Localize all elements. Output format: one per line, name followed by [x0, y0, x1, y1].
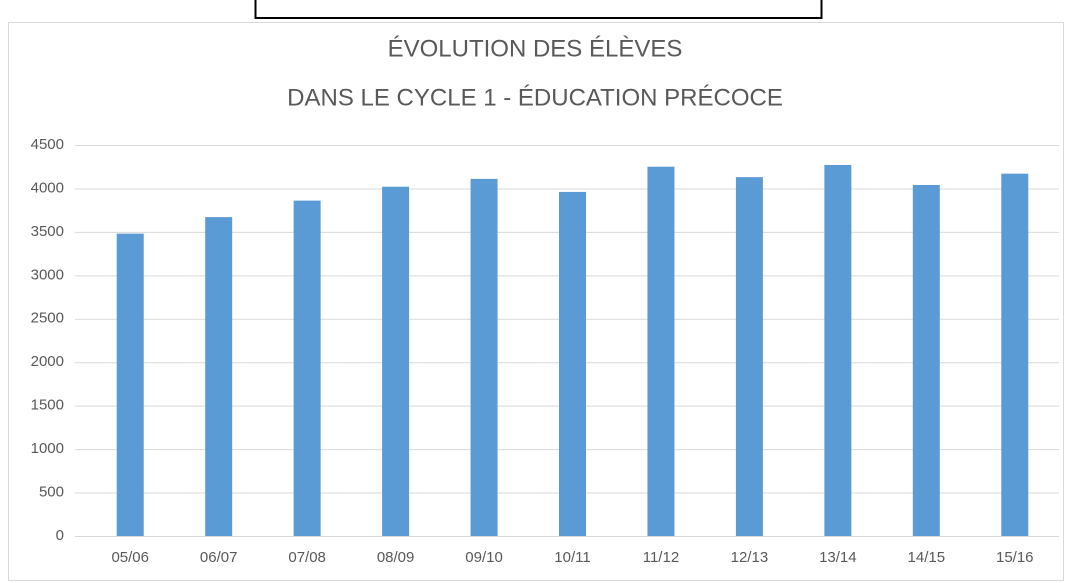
y-tick-label: 2500	[31, 310, 64, 327]
x-tick-label: 10/11	[554, 549, 590, 566]
y-tick-label: 3500	[31, 223, 64, 240]
bar	[735, 177, 763, 536]
bar	[912, 184, 940, 537]
bar	[824, 164, 852, 537]
bar	[293, 200, 321, 536]
x-tick-label: 09/10	[465, 549, 503, 566]
x-tick-label: 12/13	[731, 549, 769, 566]
x-tick-label: 11/12	[643, 549, 679, 566]
text-box	[254, 0, 823, 19]
bar	[470, 178, 498, 537]
x-tick-label: 08/09	[377, 549, 415, 566]
chart-title: DANS LE CYCLE 1 - ÉDUCATION PRÉCOCE	[287, 84, 783, 111]
y-tick-label: 1000	[31, 440, 64, 457]
bar	[647, 166, 675, 536]
bar	[559, 191, 586, 537]
bar	[116, 233, 144, 537]
chart-border	[8, 22, 1064, 581]
x-tick-label: 15/16	[996, 549, 1034, 566]
y-tick-label: 4500	[31, 136, 64, 153]
x-tick-label: 07/08	[288, 549, 326, 566]
bar	[382, 186, 410, 536]
y-tick-label: 3000	[31, 266, 64, 283]
y-tick-label: 2000	[31, 353, 64, 370]
bar	[205, 217, 233, 536]
y-tick-label: 4000	[31, 179, 64, 196]
x-tick-label: 06/07	[200, 549, 238, 566]
bar	[1001, 173, 1029, 536]
x-tick-label: 05/06	[111, 549, 149, 566]
x-tick-label: 14/15	[908, 549, 946, 566]
chart-title: ÉVOLUTION DES ÉLÈVES	[388, 35, 683, 62]
y-tick-label: 1500	[31, 397, 64, 414]
y-tick-label: 500	[39, 484, 64, 501]
x-tick-label: 13/14	[819, 549, 857, 566]
y-tick-label: 0	[56, 527, 64, 544]
